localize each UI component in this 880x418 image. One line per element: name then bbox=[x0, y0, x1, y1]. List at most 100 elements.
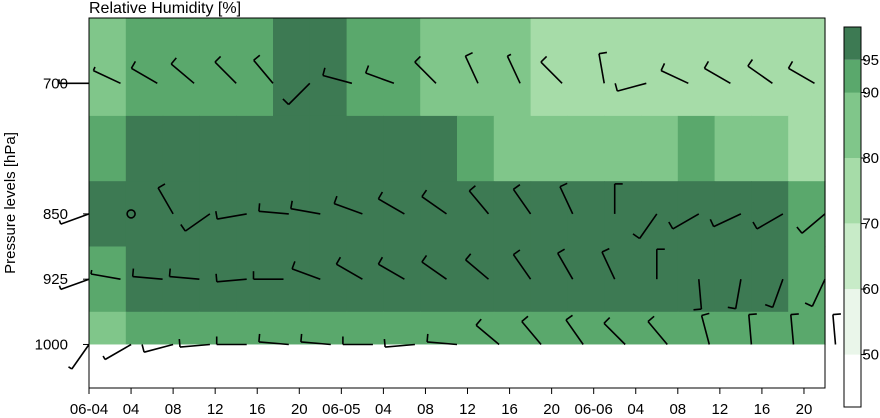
x-tick-label: 20 bbox=[291, 401, 308, 418]
barb-feather bbox=[131, 268, 135, 277]
humidity-cell bbox=[383, 311, 421, 345]
humidity-cell bbox=[346, 18, 384, 117]
barb-shaft bbox=[336, 263, 363, 280]
wind-barb bbox=[421, 254, 447, 280]
colorbar-segment bbox=[844, 92, 861, 158]
barb-feather bbox=[130, 60, 137, 69]
humidity-cell bbox=[677, 246, 716, 313]
humidity-cell bbox=[641, 18, 679, 117]
colorbar-tick-label: 90 bbox=[862, 85, 879, 102]
colorbar-tick-label: 80 bbox=[862, 150, 879, 167]
barb-feather bbox=[383, 339, 386, 348]
humidity-cell bbox=[309, 181, 348, 248]
wind-barb bbox=[421, 189, 447, 215]
barb-shaft bbox=[713, 213, 742, 228]
wind-barb bbox=[832, 313, 841, 345]
wind-barb bbox=[290, 200, 321, 215]
humidity-cell bbox=[125, 311, 164, 345]
barb-feather bbox=[796, 226, 803, 234]
humidity-cell bbox=[493, 311, 532, 345]
barb-feather bbox=[364, 65, 370, 74]
humidity-cell bbox=[641, 246, 679, 313]
humidity-cell bbox=[162, 115, 200, 182]
humidity-cell bbox=[530, 115, 568, 182]
barb-feather bbox=[421, 189, 428, 198]
humidity-cell bbox=[273, 115, 311, 182]
humidity-cell bbox=[641, 181, 679, 248]
y-tick-label: 700 bbox=[43, 75, 68, 92]
barb-shaft bbox=[540, 61, 563, 84]
humidity-cell bbox=[457, 115, 495, 182]
humidity-cell bbox=[236, 18, 274, 117]
barb-feather bbox=[468, 185, 476, 192]
barb-shaft bbox=[300, 341, 331, 346]
barb-feather bbox=[614, 83, 619, 92]
wind-barb bbox=[506, 53, 521, 84]
humidity-field bbox=[89, 18, 826, 388]
wind-barb bbox=[614, 82, 647, 92]
wind-barb bbox=[58, 213, 90, 225]
humidity-cell bbox=[714, 246, 752, 313]
wind-barb bbox=[598, 51, 608, 84]
wind-barb bbox=[92, 66, 121, 85]
barb-shaft bbox=[506, 55, 521, 84]
humidity-cell bbox=[567, 181, 605, 248]
barb-shaft bbox=[747, 65, 773, 84]
wind-barb bbox=[790, 313, 799, 345]
barb-feather bbox=[377, 191, 384, 200]
humidity-cell bbox=[641, 311, 679, 345]
colorbar-segment bbox=[844, 59, 861, 93]
humidity-cell bbox=[89, 246, 127, 313]
barb-shaft bbox=[756, 213, 784, 230]
humidity-cell bbox=[714, 181, 752, 248]
humidity-cell bbox=[714, 115, 752, 182]
wind-barb bbox=[475, 318, 500, 346]
wind-barb bbox=[747, 59, 773, 84]
wind-barb bbox=[700, 312, 711, 345]
colorbar-segment bbox=[844, 223, 861, 290]
humidity-cell bbox=[677, 18, 716, 117]
barb-shaft bbox=[565, 319, 584, 345]
wind-barb bbox=[90, 269, 121, 280]
wind-barb bbox=[178, 339, 210, 348]
barb-shaft bbox=[322, 74, 353, 85]
barb-shaft bbox=[790, 314, 795, 345]
humidity-cell bbox=[383, 115, 421, 182]
barb-shaft bbox=[143, 343, 174, 353]
barb-shaft bbox=[603, 322, 626, 346]
humidity-cell bbox=[199, 115, 237, 182]
barb-half-feather bbox=[58, 220, 62, 225]
wind-barb bbox=[426, 333, 458, 346]
humidity-cell bbox=[457, 246, 495, 313]
wind-barb bbox=[727, 279, 742, 310]
barb-feather bbox=[832, 313, 841, 316]
humidity-cell bbox=[236, 311, 274, 345]
humidity-cell bbox=[677, 115, 716, 182]
barb-shaft bbox=[291, 268, 321, 280]
colorbar-tick-label: 50 bbox=[862, 347, 879, 364]
barb-shaft bbox=[216, 278, 247, 283]
colorbar-frame bbox=[843, 26, 862, 408]
x-tick-label: 16 bbox=[501, 401, 518, 418]
barb-shaft bbox=[704, 67, 731, 84]
humidity-cell bbox=[346, 246, 384, 313]
humidity-cell bbox=[641, 115, 679, 182]
barb-shaft bbox=[788, 67, 815, 84]
humidity-cell bbox=[420, 246, 458, 313]
barb-shaft bbox=[617, 82, 647, 92]
humidity-cell bbox=[383, 181, 421, 248]
barb-shaft bbox=[748, 314, 753, 345]
y-axis: 700 850 925 1000 bbox=[35, 75, 89, 353]
wind-barb bbox=[300, 333, 331, 346]
barb-feather bbox=[258, 333, 261, 342]
humidity-cell bbox=[530, 246, 568, 313]
wind-barb bbox=[252, 271, 284, 281]
wind-barb bbox=[565, 314, 584, 345]
barb-feather bbox=[701, 312, 710, 317]
wind-barb bbox=[540, 55, 563, 84]
calm-wind-circle bbox=[126, 209, 136, 219]
barb-feather bbox=[141, 344, 145, 353]
humidity-cell bbox=[125, 115, 164, 182]
barb-shaft bbox=[427, 341, 458, 346]
